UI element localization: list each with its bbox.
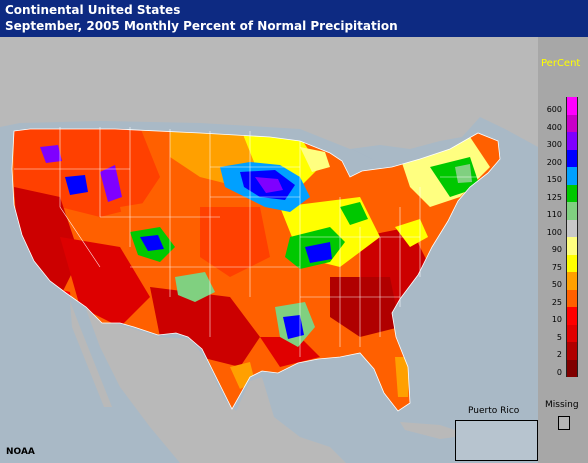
legend-tick-400: 400 <box>546 122 562 132</box>
missing-label: Missing <box>545 400 579 410</box>
legend-tick-5: 5 <box>556 332 562 342</box>
puerto-rico-inset <box>455 420 538 461</box>
cuba <box>400 422 470 439</box>
state-boundaries <box>14 127 480 357</box>
legend-tick-200: 200 <box>546 157 562 167</box>
mexico-landmass <box>86 309 346 463</box>
legend-tick-300: 300 <box>546 140 562 149</box>
legend-swatch-25 <box>566 289 578 307</box>
missing-swatch <box>558 416 570 430</box>
map-subtitle: September, 2005 Monthly Percent of Norma… <box>5 19 398 33</box>
legend-tick-150: 150 <box>546 175 562 184</box>
conus-outline <box>11 128 501 412</box>
legend-tick-2: 2 <box>556 350 562 359</box>
legend-tick-50: 50 <box>551 280 562 289</box>
precipitation-field <box>12 129 500 411</box>
legend-swatch-2 <box>566 342 578 360</box>
legend-tick-25: 25 <box>551 297 562 307</box>
legend-swatch-600 <box>566 97 578 115</box>
legend-tick-110: 110 <box>546 210 562 219</box>
legend-swatch-5 <box>566 324 578 342</box>
legend-tick-100: 100 <box>546 227 562 237</box>
canada-landmass <box>0 37 538 149</box>
legend-tick-0: 0 <box>556 367 562 377</box>
title-bar: Continental United States September, 200… <box>0 0 588 37</box>
legend-panel <box>538 37 588 463</box>
legend-swatch-90 <box>566 237 578 255</box>
puerto-rico-label: Puerto Rico <box>468 406 520 416</box>
legend-swatch-125 <box>566 184 578 202</box>
legend-swatch-10 <box>566 307 578 325</box>
legend-tick-600: 600 <box>546 105 562 114</box>
legend-swatch-400 <box>566 114 578 132</box>
legend-tick-125: 125 <box>546 192 562 202</box>
legend-swatch-0 <box>566 359 578 377</box>
map-svg <box>0 37 538 463</box>
legend-swatch-50 <box>566 272 578 290</box>
legend-swatch-300 <box>566 132 578 150</box>
legend-tick-75: 75 <box>551 262 562 272</box>
legend-swatch-110 <box>566 202 578 220</box>
legend-tick-10: 10 <box>551 315 562 324</box>
legend-swatch-150 <box>566 167 578 185</box>
legend-swatch-100 <box>566 219 578 237</box>
legend-tick-90: 90 <box>551 245 562 254</box>
precipitation-map <box>0 37 538 463</box>
legend-swatch-200 <box>566 149 578 167</box>
legend-title: PerCent <box>541 58 581 69</box>
map-title: Continental United States <box>5 3 181 17</box>
legend-swatch-75 <box>566 254 578 272</box>
noaa-credit: NOAA <box>6 447 35 457</box>
